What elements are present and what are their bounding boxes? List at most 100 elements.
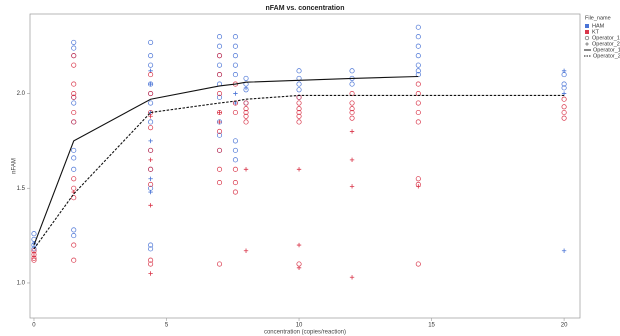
point — [232, 53, 238, 59]
point — [243, 100, 249, 106]
point — [71, 242, 77, 248]
point — [71, 227, 77, 233]
point — [243, 119, 249, 125]
point — [31, 250, 37, 255]
x-tick-label: 10 — [296, 323, 303, 329]
point — [232, 166, 238, 172]
point — [349, 157, 355, 163]
point — [148, 242, 154, 248]
point — [216, 166, 223, 172]
point — [216, 147, 223, 153]
x-tick-label: 5 — [165, 323, 169, 329]
point — [415, 53, 421, 59]
point — [296, 109, 302, 116]
point — [561, 81, 567, 87]
point — [349, 68, 355, 74]
point — [561, 96, 567, 102]
point — [415, 62, 421, 68]
point — [148, 114, 153, 119]
point — [71, 233, 77, 239]
legend-swatch — [585, 30, 589, 34]
point — [416, 184, 421, 189]
point — [71, 147, 77, 153]
x-tick-label: 0 — [32, 323, 36, 329]
point — [296, 242, 302, 248]
point — [561, 109, 567, 116]
point — [243, 248, 249, 253]
x-tick-label: 15 — [428, 323, 435, 329]
y-tick-label: 1.5 — [17, 186, 26, 192]
chart-title: nFAM vs. concentration — [266, 5, 345, 12]
point — [216, 43, 223, 49]
legend-label: Operator_2 — [593, 53, 620, 59]
point — [296, 167, 302, 172]
point — [296, 100, 302, 106]
point — [216, 94, 223, 100]
legend-label: KT — [592, 29, 600, 35]
point — [148, 271, 153, 276]
point — [349, 81, 355, 87]
y-tick-label: 1.0 — [17, 281, 26, 287]
point — [232, 189, 238, 195]
point — [415, 34, 421, 40]
point — [71, 81, 77, 87]
point — [71, 109, 77, 116]
point — [243, 167, 249, 172]
legend-title: File_name — [585, 15, 611, 21]
point — [233, 91, 238, 96]
point — [148, 53, 154, 59]
point — [296, 106, 302, 112]
point — [349, 106, 355, 112]
point — [232, 43, 238, 49]
legend-label: HAM — [592, 23, 605, 29]
point — [71, 257, 77, 263]
point — [71, 176, 77, 182]
point — [415, 81, 421, 87]
point — [71, 53, 77, 59]
point — [148, 203, 153, 208]
point — [148, 62, 154, 68]
point — [148, 119, 154, 125]
point — [148, 125, 154, 131]
y-axis-label: nFAM — [12, 158, 18, 174]
point — [71, 91, 77, 97]
point — [561, 248, 567, 253]
point — [71, 39, 77, 45]
legend-label: Operator_1 — [592, 35, 620, 41]
point — [415, 261, 421, 267]
point — [148, 91, 154, 97]
legend-label: Operator_2 — [592, 41, 620, 47]
point — [243, 85, 249, 91]
point — [232, 109, 238, 116]
legend-marker — [584, 35, 590, 41]
point — [71, 119, 77, 125]
point — [232, 147, 238, 153]
point — [31, 254, 37, 259]
point — [232, 72, 238, 78]
point — [561, 68, 567, 74]
point — [217, 119, 222, 125]
point — [415, 100, 421, 106]
point — [349, 184, 355, 189]
point — [216, 180, 223, 186]
point — [232, 157, 238, 163]
legend-label: Operator_1 — [593, 47, 620, 53]
point — [561, 104, 567, 110]
point — [415, 24, 421, 30]
point — [71, 155, 77, 161]
fit-line — [33, 75, 419, 246]
point — [243, 75, 249, 81]
point — [415, 119, 421, 125]
point — [296, 119, 302, 125]
legend-swatch — [585, 24, 589, 28]
plot-frame — [29, 13, 581, 319]
legend-marker — [585, 42, 589, 46]
point — [71, 45, 77, 51]
point — [216, 132, 223, 138]
point — [415, 176, 421, 182]
point — [148, 147, 154, 153]
point — [415, 43, 421, 49]
point — [216, 34, 223, 40]
